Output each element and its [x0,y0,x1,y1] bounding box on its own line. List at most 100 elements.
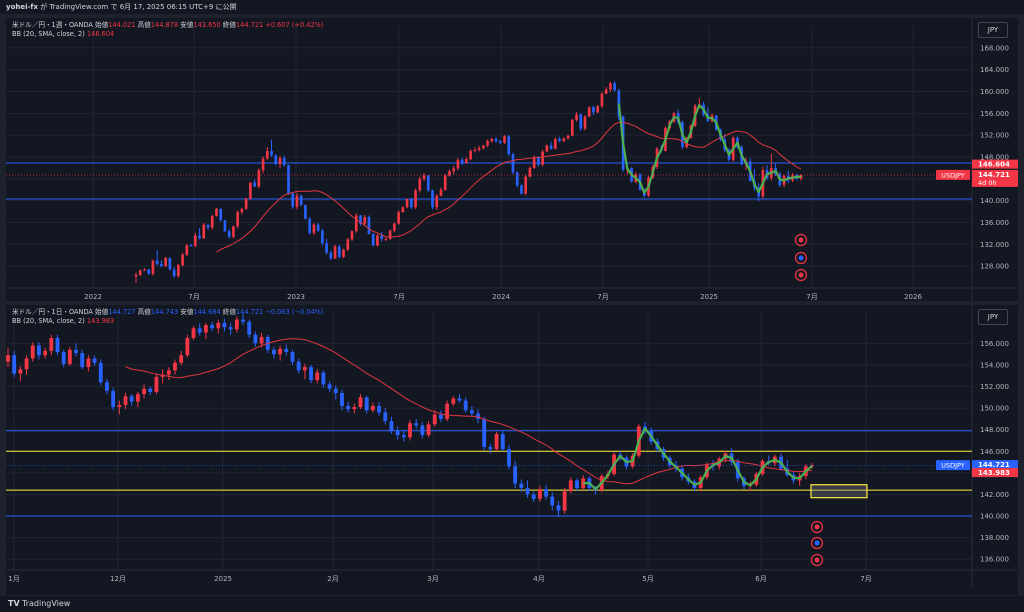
candle [469,149,472,161]
candle-body [507,136,511,155]
candle [439,410,443,423]
candle-body [321,372,326,385]
candle-body [550,496,555,506]
event-icon-dot [814,540,820,546]
currency-button[interactable]: JPY [978,22,1008,38]
candle [401,429,406,442]
bb-indicator-label[interactable]: BB (20, SMA, close, 2) [12,30,85,38]
candle-body [185,245,189,255]
candle [198,227,201,240]
candle [494,137,498,143]
candle-body [117,404,122,408]
candle [457,394,462,403]
legend-close-label: 終値 [222,308,236,316]
candle-body [486,141,489,146]
y-tick-label: 168.000 [980,44,1009,52]
currency-button[interactable]: JPY [978,309,1008,325]
candle [219,208,223,222]
candle-body [6,355,10,362]
candle [282,155,286,167]
x-tick-label: 12月 [110,575,126,583]
candle [494,431,499,452]
candle-body [327,384,332,389]
candle [222,318,227,332]
x-tick-label: 5月 [642,575,653,583]
candle [172,267,176,278]
candle-body [154,376,159,392]
candle [296,358,301,374]
candle-body [111,390,116,408]
daily-chart-canvas[interactable]: 156.000 154.000 152.000 150.000 148.000 146.0… [6,305,1018,595]
candle-body [401,435,406,438]
candle-body [490,138,494,142]
daily-legend: 米ドル／円・1日・OANDA 始値144.727 高値144.743 安値144… [12,308,323,326]
candle [232,225,235,239]
bb-indicator-label[interactable]: BB (20, SMA, close, 2) [12,317,85,325]
candle-body [482,145,485,149]
candle [342,248,345,258]
footer-bar: TV TradingView [0,596,1024,612]
candle-body [562,491,567,511]
candle-body [179,355,184,363]
candle [363,214,367,226]
x-tick-label: 1月 [8,575,19,583]
candle-body [537,157,540,165]
candle [160,369,165,384]
candle [364,396,369,414]
author-name[interactable]: yohei-fx [6,3,38,11]
event-icon-dot [798,237,804,243]
candle [486,139,489,148]
candle-body [426,424,431,436]
candle [291,192,295,209]
candle-body [531,494,536,499]
candle-body [173,362,177,371]
candle-body [232,226,235,237]
candle-body [240,208,244,213]
candle [227,229,231,239]
candle [544,484,548,500]
daily-chart-pane[interactable]: 156.000 154.000 152.000 150.000 148.000 146.0… [6,305,1018,595]
candle-body [270,150,273,156]
candle [395,426,400,440]
candle [414,188,417,209]
candle-body [193,235,197,246]
bb-indicator-value: 143.983 [86,317,115,325]
candle [117,400,122,415]
weekly-chart-pane[interactable]: 168.000 164.000 160.000 156.000 152.000 148.0… [6,18,1018,301]
candle [352,403,357,414]
candle [249,182,252,200]
candle-body [568,480,573,492]
legend-high: 144.878 [150,21,179,29]
legend-symbol[interactable]: 米ドル／円・1週・OANDA [12,21,93,29]
candle-body [191,328,196,338]
candle-body [247,321,252,335]
candle [329,250,333,261]
candle [524,175,527,196]
candle [55,334,60,356]
candle [388,229,392,240]
legend-open: 144.021 [108,21,136,29]
candle [160,260,163,268]
candle [408,419,412,441]
candle-body [477,148,481,150]
candle [456,158,460,171]
candle [473,147,477,153]
candle-body [520,185,523,194]
candle [579,113,583,131]
weekly-chart-canvas[interactable]: 168.000 164.000 160.000 156.000 152.000 148.0… [6,18,1018,301]
tradingview-logo-icon[interactable]: TV [8,599,20,608]
candle [448,169,451,177]
candle [185,334,190,358]
y-tick-label: 152.000 [980,132,1009,140]
candle [151,259,155,276]
candle-body [177,265,180,276]
candle-body [74,349,78,354]
candle [134,272,138,283]
candle-body [609,83,612,90]
candle [397,210,400,225]
price-tag [972,468,1018,478]
candle-body [166,370,171,375]
candle-body [460,159,464,164]
candle [810,463,814,469]
legend-symbol[interactable]: 米ドル／円・1日・OANDA [12,308,93,316]
